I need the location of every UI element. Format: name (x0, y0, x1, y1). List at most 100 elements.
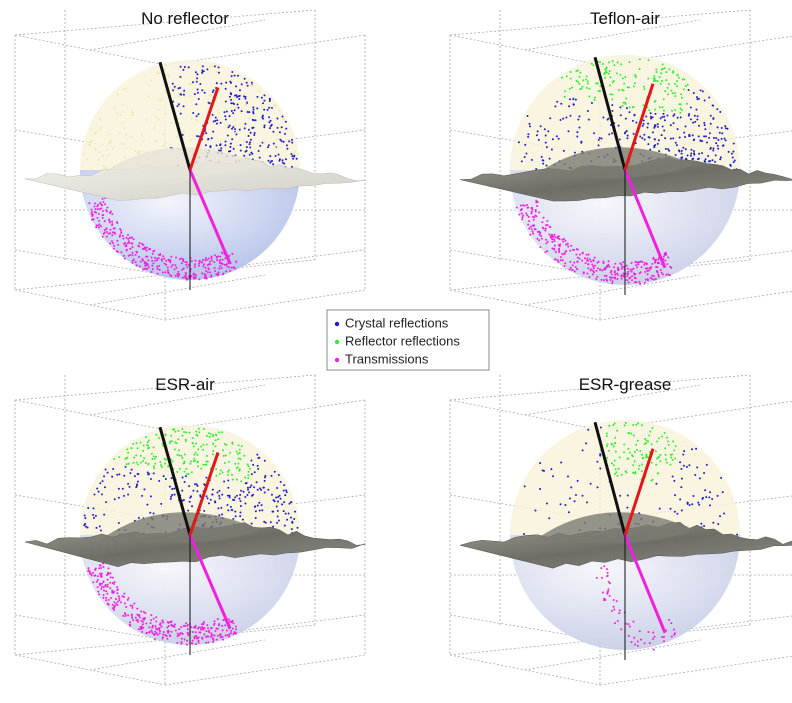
dot (653, 79, 656, 82)
dot (118, 599, 121, 602)
dot (107, 567, 110, 570)
dot (638, 68, 641, 71)
dot (680, 152, 683, 155)
dot (252, 119, 255, 122)
dot (632, 272, 635, 275)
dot (173, 623, 176, 626)
dot (717, 138, 720, 141)
dot (211, 113, 214, 116)
dot (195, 115, 198, 118)
dot (201, 65, 204, 68)
dot (563, 252, 566, 255)
dot (654, 100, 657, 103)
dot (244, 97, 247, 100)
dot (90, 210, 93, 213)
dot (574, 98, 577, 101)
dot (624, 117, 627, 120)
dot (579, 71, 582, 74)
dot (523, 156, 526, 159)
dot (630, 261, 633, 264)
legend-marker (334, 357, 340, 363)
dot (254, 516, 257, 519)
dot (207, 502, 210, 505)
dot (661, 273, 664, 276)
dot (136, 607, 139, 610)
dot (96, 205, 99, 208)
dot (242, 490, 245, 493)
dot (148, 446, 151, 449)
dot (558, 245, 561, 248)
dot (218, 623, 221, 626)
dot (665, 79, 668, 82)
dot (220, 147, 223, 150)
dot (195, 103, 198, 106)
dot (189, 496, 192, 499)
dot (96, 586, 99, 589)
dot (544, 141, 547, 144)
dot (277, 496, 280, 499)
dot (657, 275, 660, 278)
grid-line (524, 384, 701, 416)
dot (256, 504, 259, 507)
dot (642, 456, 645, 459)
dot (643, 261, 646, 264)
dot (227, 618, 230, 621)
dot (123, 595, 126, 598)
dot (125, 236, 128, 239)
dot (182, 260, 185, 263)
ray-black (593, 56, 627, 171)
dot (651, 478, 654, 481)
dot (162, 475, 165, 478)
dot (612, 423, 615, 426)
dot (573, 500, 576, 503)
dot (185, 263, 188, 266)
dot (205, 476, 208, 479)
dot (656, 125, 659, 128)
dot (101, 493, 104, 496)
dot (636, 448, 639, 451)
dot (657, 273, 660, 276)
dot (631, 279, 634, 282)
dot (243, 77, 246, 80)
dot (177, 103, 180, 106)
dot (141, 620, 144, 623)
dot (628, 61, 631, 64)
dot (166, 630, 169, 633)
dot (145, 246, 148, 249)
dot (611, 98, 614, 101)
dot (139, 625, 142, 628)
dot (170, 495, 173, 498)
dot (536, 201, 539, 204)
dot (197, 636, 200, 639)
dot (592, 265, 595, 268)
dot (162, 630, 165, 633)
dot (603, 76, 606, 79)
dot (588, 87, 591, 90)
dot (136, 613, 139, 616)
dot (202, 622, 205, 625)
dot (122, 88, 125, 91)
dot (182, 498, 185, 501)
dot (155, 616, 158, 619)
dot (160, 502, 163, 505)
surface-ridge (100, 147, 260, 179)
dot (155, 433, 158, 436)
dot (127, 597, 130, 600)
dot (698, 124, 701, 127)
dot (214, 116, 217, 119)
dot (210, 259, 213, 262)
dot (152, 512, 155, 515)
dot (684, 148, 687, 151)
dot (574, 265, 577, 268)
dot (586, 272, 589, 275)
dot (109, 597, 112, 600)
dot (203, 277, 206, 280)
dot (228, 496, 231, 499)
dot (230, 81, 233, 84)
dot (154, 455, 157, 458)
dot (216, 491, 219, 494)
dot (142, 139, 145, 142)
dot (101, 204, 104, 207)
dot (232, 266, 235, 269)
